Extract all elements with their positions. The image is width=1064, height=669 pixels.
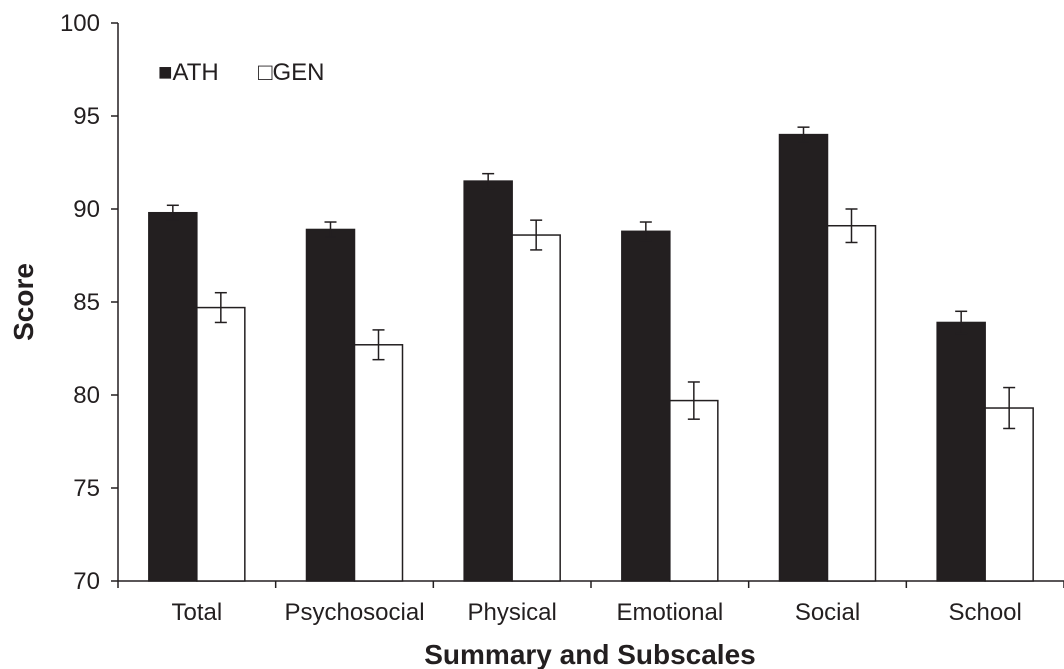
legend-item-gen: □GEN	[258, 59, 325, 86]
y-axis-title: Score	[8, 263, 39, 341]
y-tick-label: 85	[73, 289, 100, 316]
y-tick-label: 90	[73, 196, 100, 223]
x-tick-label: Psychosocial	[284, 599, 424, 626]
bars	[148, 133, 1034, 582]
x-axis-title: Summary and Subscales	[424, 639, 755, 669]
x-tick-label: Physical	[467, 599, 556, 626]
legend-item-ath: ■ATH	[158, 59, 219, 86]
bar-gen	[984, 407, 1034, 582]
legend-label-gen: GEN	[273, 59, 325, 86]
x-tick-label: School	[948, 599, 1021, 626]
x-tick-label: Total	[171, 599, 222, 626]
y-tick-label: 80	[73, 382, 100, 409]
bar-ath	[621, 230, 671, 582]
bar-gen	[353, 344, 404, 582]
bar-gen	[826, 224, 877, 582]
bar-ath	[936, 321, 986, 582]
y-tick-label: 95	[73, 103, 100, 130]
tick-labels: 70 75 80 85 90 95 100 Total Psychosocial Physical…	[60, 10, 1022, 626]
y-tick-label: 75	[73, 475, 100, 502]
bar-gen	[511, 234, 561, 582]
bar-ath	[463, 180, 513, 582]
y-tick-label: 100	[60, 10, 100, 37]
x-tick-label: Emotional	[616, 599, 723, 626]
legend: ■ATH □GEN	[158, 59, 325, 86]
legend-label-ath: ATH	[173, 59, 219, 86]
x-tick-label: Social	[795, 599, 860, 626]
bar-ath	[305, 228, 356, 582]
legend-marker-ath: ■	[158, 59, 173, 86]
axes	[111, 22, 1064, 588]
error-bars	[166, 126, 1016, 430]
bar-gen	[669, 399, 719, 582]
bar-gen	[196, 306, 246, 582]
bar-ath	[148, 211, 198, 582]
y-tick-label: 70	[73, 568, 100, 595]
bar-ath	[778, 133, 829, 582]
legend-marker-gen: □	[258, 59, 273, 86]
